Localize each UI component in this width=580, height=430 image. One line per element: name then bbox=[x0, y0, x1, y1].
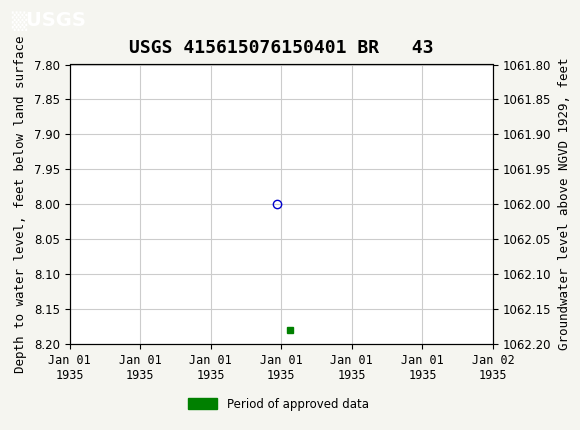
Y-axis label: Groundwater level above NGVD 1929, feet: Groundwater level above NGVD 1929, feet bbox=[558, 58, 571, 350]
Y-axis label: Depth to water level, feet below land surface: Depth to water level, feet below land su… bbox=[14, 36, 27, 373]
Title: USGS 415615076150401 BR   43: USGS 415615076150401 BR 43 bbox=[129, 40, 433, 57]
Legend: Period of approved data: Period of approved data bbox=[183, 393, 374, 415]
Text: ▒USGS: ▒USGS bbox=[12, 12, 86, 31]
